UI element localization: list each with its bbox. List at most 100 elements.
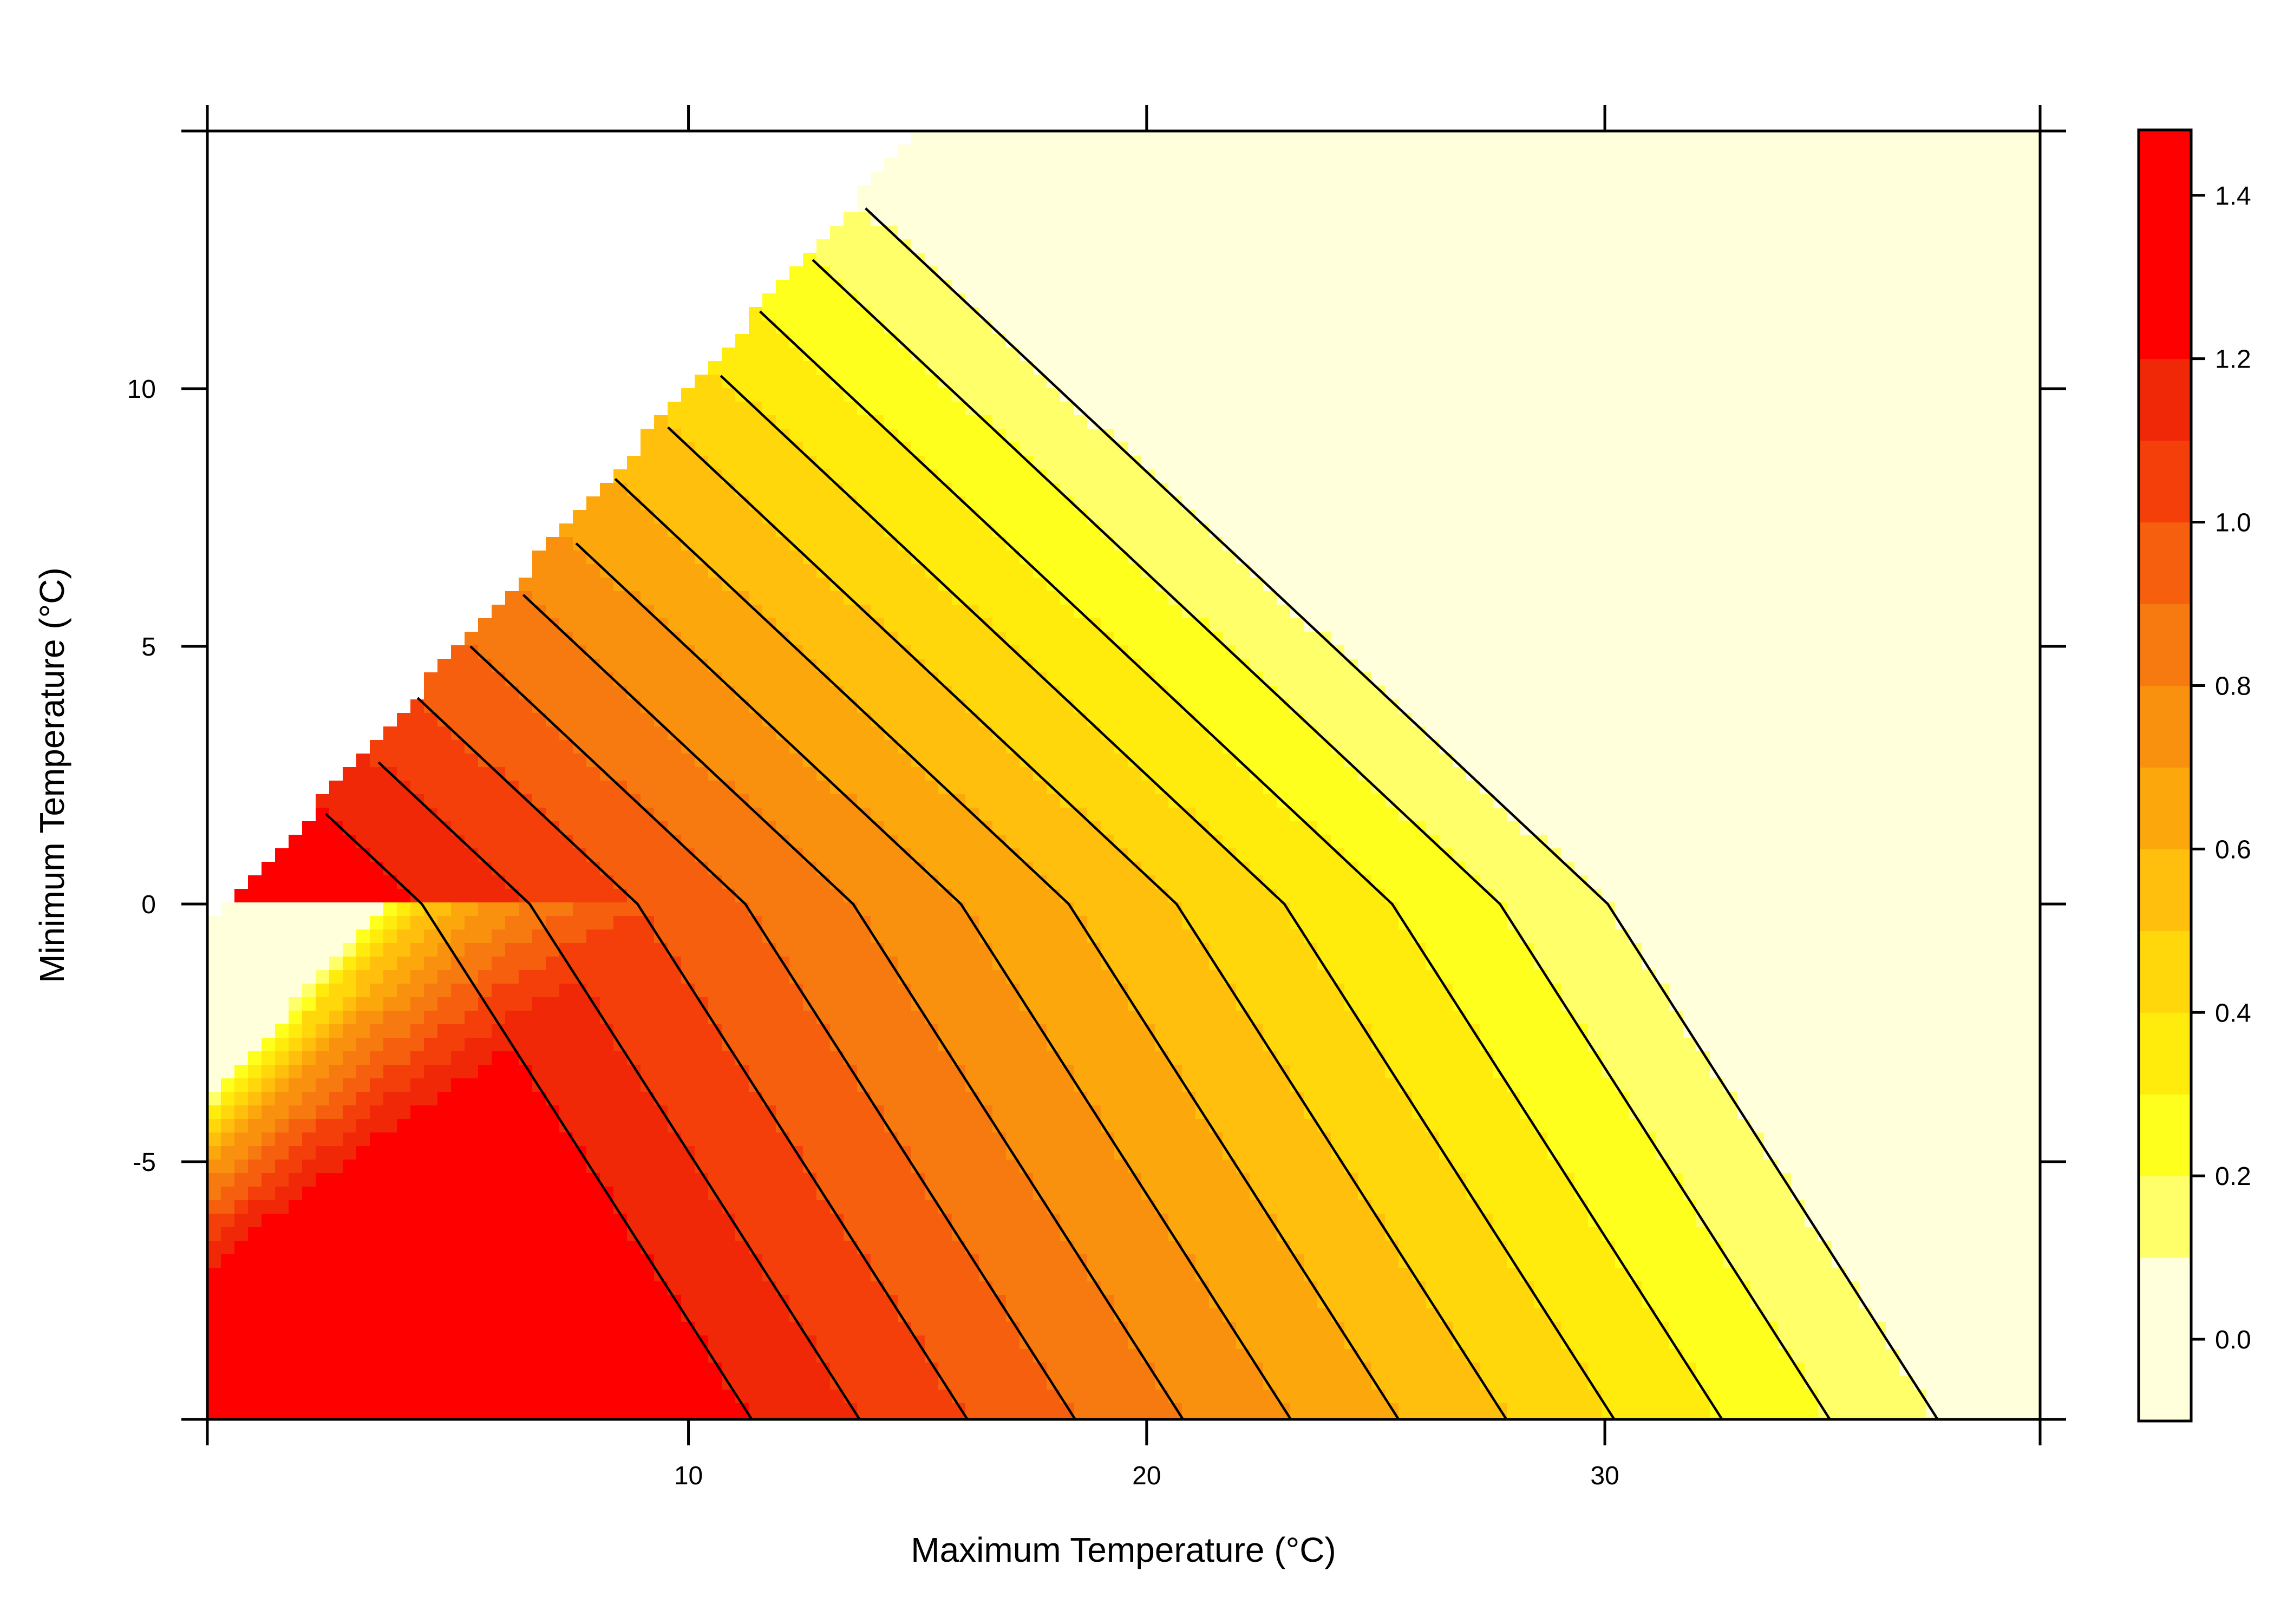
- contour-band-cell: [248, 1187, 276, 1201]
- contour-band-cell: [1155, 1376, 1264, 1390]
- contour-band-cell: [1399, 808, 1507, 822]
- contour-band-cell: [234, 1173, 262, 1187]
- contour-band-cell: [316, 984, 330, 998]
- contour-band-cell: [1371, 1024, 1480, 1038]
- contour-band-cell: [952, 889, 1061, 903]
- contour-band-cell: [1060, 1051, 1169, 1065]
- contour-band-cell: [343, 943, 357, 957]
- colorbar-band: [2139, 931, 2191, 1013]
- contour-band-cell: [1859, 1281, 2040, 1295]
- contour-band-cell: [1020, 984, 1128, 998]
- contour-band-cell: [1872, 1308, 2040, 1322]
- contour-band-cell: [1290, 1241, 1399, 1255]
- contour-band-cell: [302, 1051, 316, 1065]
- contour-band-cell: [289, 1119, 316, 1133]
- contour-band-cell: [884, 523, 993, 538]
- contour-band-cell: [695, 1160, 803, 1174]
- contour-band-cell: [424, 984, 452, 998]
- contour-band-cell: [532, 929, 587, 944]
- y-tick-label: 10: [127, 375, 156, 404]
- contour-band-cell: [1114, 835, 1223, 849]
- contour-band-cell: [952, 483, 1061, 497]
- contour-band-cell: [681, 1132, 790, 1147]
- colorbar-band: [2139, 130, 2191, 359]
- contour-band-cell: [992, 957, 1101, 971]
- contour-band-cell: [735, 889, 844, 903]
- contour-band-cell: [925, 1187, 1034, 1201]
- contour-band-cell: [722, 875, 831, 889]
- contour-band-cell: [708, 767, 817, 781]
- contour-band-cell: [302, 1011, 330, 1025]
- contour-band-cell: [370, 740, 465, 754]
- colorbar: 0.0 0.2 0.4 0.6 0.8 1.0 1.2 1.4: [2137, 128, 2251, 1423]
- contour-band-cell: [1778, 1335, 1886, 1350]
- contour-band-cell: [343, 997, 357, 1011]
- contour-band-cell: [1602, 889, 2040, 903]
- contour-band-cell: [343, 1011, 357, 1025]
- contour-band-cell: [857, 496, 966, 510]
- contour-band-cell: [356, 984, 370, 998]
- contour-band-cell: [871, 1092, 979, 1106]
- contour-band-cell: [465, 1038, 614, 1052]
- contour-band-cell: [465, 943, 506, 957]
- contour-band-cell: [1114, 740, 1223, 754]
- contour-band-cell: [410, 781, 519, 795]
- contour-band-cell: [722, 672, 831, 686]
- colorbar-band: [2139, 1094, 2191, 1176]
- contour-band-cell: [654, 510, 763, 524]
- contour-band-cell: [492, 1051, 519, 1065]
- contour-band-cell: [1561, 1160, 1670, 1174]
- contour-band-cell: [451, 984, 492, 998]
- contour-band-cell: [898, 226, 2040, 240]
- contour-band-cell: [1791, 1349, 1900, 1363]
- contour-band-cell: [1859, 1295, 2040, 1309]
- contour-band-cell: [1236, 754, 1345, 768]
- contour-band-cell: [424, 1011, 465, 1025]
- contour-band-cell: [1588, 1200, 1697, 1214]
- contour-band-cell: [1886, 1322, 2040, 1336]
- contour-band-cell: [1033, 659, 1142, 673]
- contour-band-cell: [343, 1078, 370, 1092]
- contour-band-cell: [1223, 632, 1331, 646]
- contour-band-cell: [207, 997, 289, 1011]
- contour-band-cell: [749, 794, 858, 808]
- contour-band-cell: [1033, 1187, 1142, 1201]
- contour-band-cell: [1750, 1281, 1859, 1295]
- contour-band-cell: [938, 1376, 1047, 1390]
- contour-band-cell: [532, 699, 641, 713]
- y-tick-label: 5: [141, 633, 156, 662]
- contour-band-cell: [1074, 902, 1182, 916]
- contour-band-cell: [1195, 510, 2040, 524]
- contour-band-cell: [627, 781, 736, 795]
- contour-band-cell: [776, 726, 885, 741]
- contour-band-cell: [1209, 618, 1304, 632]
- contour-band-cell: [1642, 1281, 1751, 1295]
- contour-band-cell: [437, 659, 492, 673]
- contour-band-cell: [627, 1227, 736, 1241]
- contour-band-cell: [1588, 1214, 1697, 1228]
- contour-band-cell: [1033, 1349, 1142, 1363]
- contour-band-cell: [478, 848, 587, 862]
- contour-band-cell: [668, 618, 776, 632]
- contour-band-cell: [1669, 1160, 1778, 1174]
- contour-band-cell: [898, 632, 1007, 646]
- contour-band-cell: [1493, 1227, 1602, 1241]
- contour-band-cell: [1791, 1173, 2040, 1187]
- contour-band-cell: [925, 253, 2040, 267]
- contour-band-cell: [492, 605, 546, 619]
- contour-line: [720, 375, 1616, 1419]
- contour-band-cell: [844, 212, 871, 226]
- contour-band-cell: [681, 970, 790, 984]
- contour-band-cell: [356, 754, 370, 768]
- contour-band-cell: [1507, 1403, 1602, 1417]
- contour-band-cell: [952, 280, 2040, 294]
- contour-band-cell: [234, 1214, 262, 1228]
- contour-band-cell: [1710, 1065, 2040, 1079]
- contour-band-cell: [1480, 781, 2040, 795]
- contour-band-cell: [397, 916, 411, 930]
- contour-band-cell: [478, 618, 560, 632]
- contour-band-cell: [816, 361, 925, 375]
- contour-band-cell: [234, 1200, 249, 1214]
- contour-band-cell: [356, 943, 370, 957]
- contour-band-cell: [884, 1281, 993, 1295]
